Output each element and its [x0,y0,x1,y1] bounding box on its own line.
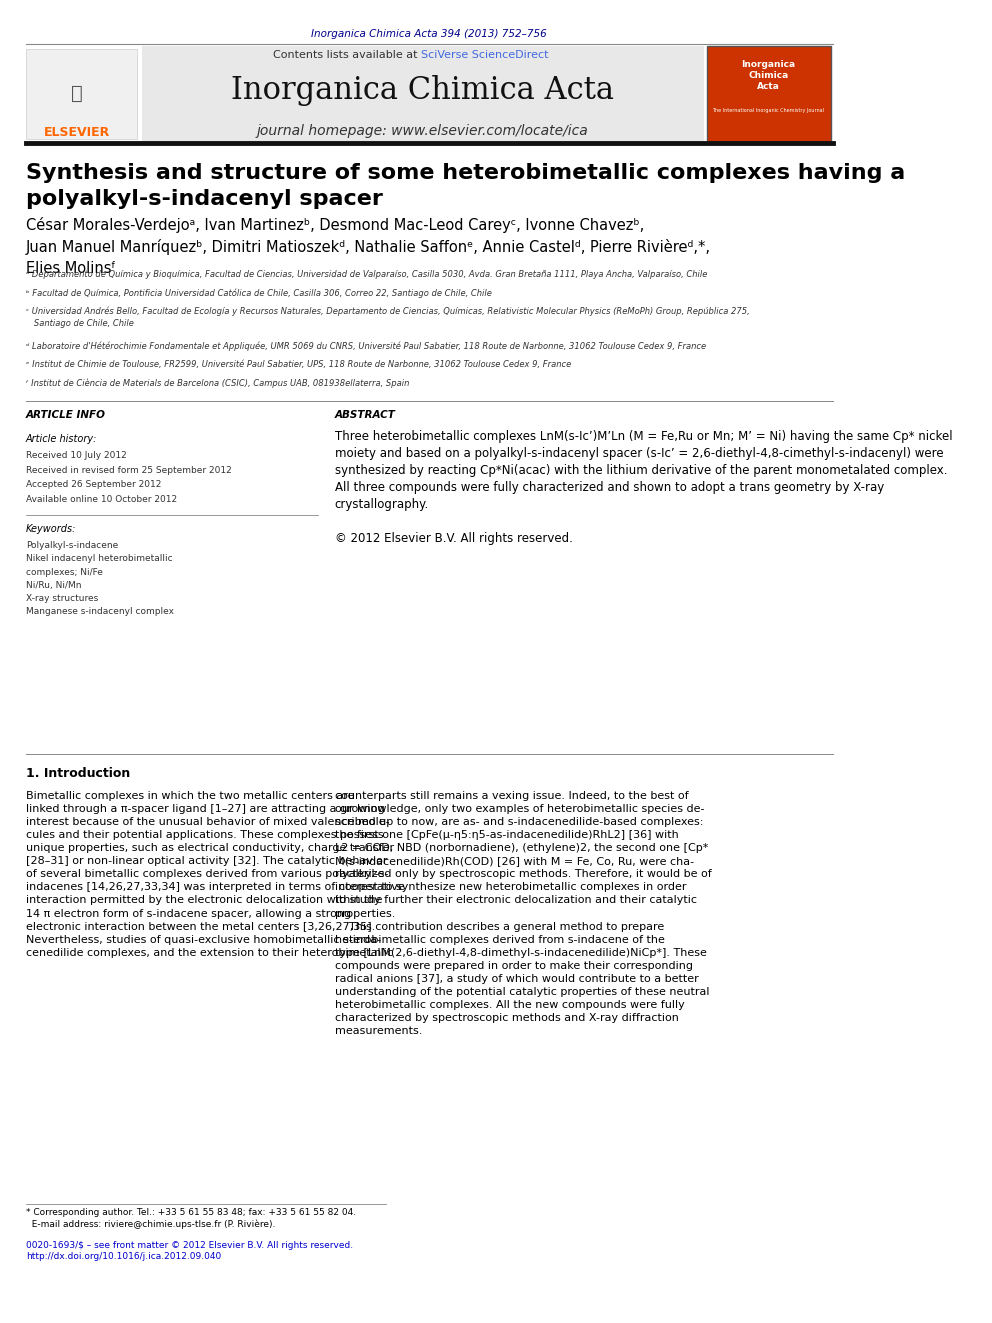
Text: journal homepage: www.elsevier.com/locate/ica: journal homepage: www.elsevier.com/locat… [257,124,588,139]
Bar [142,46,704,142]
Text: César Morales-Verdejoᵃ, Ivan Martinezᵇ, Desmond Mac-Leod Careyᶜ, Ivonne Chavezᵇ,: César Morales-Verdejoᵃ, Ivan Martinezᵇ, … [26,217,715,277]
Text: Received 10 July 2012: Received 10 July 2012 [26,451,127,460]
Text: ᵇ Facultad de Química, Pontificia Universidad Católica de Chile, Casilla 306, Co: ᵇ Facultad de Química, Pontificia Univer… [26,288,492,298]
Bar [26,49,137,139]
Text: 0020-1693/$ – see front matter © 2012 Elsevier B.V. All rights reserved.
http://: 0020-1693/$ – see front matter © 2012 El… [26,1241,353,1261]
Text: Article history:: Article history: [26,434,97,445]
Text: ABSTRACT: ABSTRACT [335,410,396,421]
Text: ᵃ Departamento de Química y Bioquímica, Facultad de Ciencias, Universidad de Val: ᵃ Departamento de Química y Bioquímica, … [26,270,707,279]
Text: X-ray structures: X-ray structures [26,594,98,603]
Text: Accepted 26 September 2012: Accepted 26 September 2012 [26,480,161,490]
Bar [706,46,831,142]
Text: Ni/Ru, Ni/Mn: Ni/Ru, Ni/Mn [26,581,81,590]
Text: The International Inorganic Chemistry Journal: The International Inorganic Chemistry Jo… [712,108,824,114]
Text: Inorganica
Chimica
Acta: Inorganica Chimica Acta [741,60,796,91]
Text: Inorganica Chimica Acta: Inorganica Chimica Acta [231,75,614,106]
Text: Synthesis and structure of some heterobimetallic complexes having a
polyalkyl-s-: Synthesis and structure of some heterobi… [26,163,905,209]
Text: ᶜ Universidad Andrés Bello, Facultad de Ecología y Recursos Naturales, Departame: ᶜ Universidad Andrés Bello, Facultad de … [26,307,750,328]
Text: Received in revised form 25 September 2012: Received in revised form 25 September 20… [26,466,231,475]
Text: Keywords:: Keywords: [26,524,76,534]
Text: ᵉ Institut de Chimie de Toulouse, FR2599, Université Paul Sabatier, UPS, 118 Rou: ᵉ Institut de Chimie de Toulouse, FR2599… [26,360,571,369]
Text: 🌳: 🌳 [71,85,83,103]
Text: SciVerse ScienceDirect: SciVerse ScienceDirect [421,50,549,61]
Text: Manganese s-indacenyl complex: Manganese s-indacenyl complex [26,607,174,617]
Text: Contents lists available at: Contents lists available at [273,50,421,61]
Text: 1. Introduction: 1. Introduction [26,767,130,781]
Text: Available online 10 October 2012: Available online 10 October 2012 [26,495,177,504]
Text: ᵈ Laboratoire d'Hétérochimie Fondamentale et Appliquée, UMR 5069 du CNRS, Univer: ᵈ Laboratoire d'Hétérochimie Fondamental… [26,341,706,351]
Text: * Corresponding author. Tel.: +33 5 61 55 83 48; fax: +33 5 61 55 82 04.
  E-mai: * Corresponding author. Tel.: +33 5 61 5… [26,1208,356,1229]
Text: Polyalkyl-s-indacene: Polyalkyl-s-indacene [26,541,118,550]
Text: ᶠ Institut de Ciència de Materials de Barcelona (CSIC), Campus UAB, 081938ellate: ᶠ Institut de Ciència de Materials de Ba… [26,378,409,388]
Text: Nikel indacenyl heterobimetallic: Nikel indacenyl heterobimetallic [26,554,173,564]
Text: ELSEVIER: ELSEVIER [44,126,110,139]
Text: complexes; Ni/Fe: complexes; Ni/Fe [26,568,102,577]
Text: Three heterobimetallic complexes LnM(s-Ic’)M’Ln (M = Fe,Ru or Mn; M’ = Ni) havin: Three heterobimetallic complexes LnM(s-I… [335,430,952,545]
Text: counterparts still remains a vexing issue. Indeed, to the best of
our knowledge,: counterparts still remains a vexing issu… [335,791,711,1036]
Text: Inorganica Chimica Acta 394 (2013) 752–756: Inorganica Chimica Acta 394 (2013) 752–7… [311,29,548,40]
Text: ARTICLE INFO: ARTICLE INFO [26,410,106,421]
Text: Bimetallic complexes in which the two metallic centers are
linked through a π-sp: Bimetallic complexes in which the two me… [26,791,405,958]
